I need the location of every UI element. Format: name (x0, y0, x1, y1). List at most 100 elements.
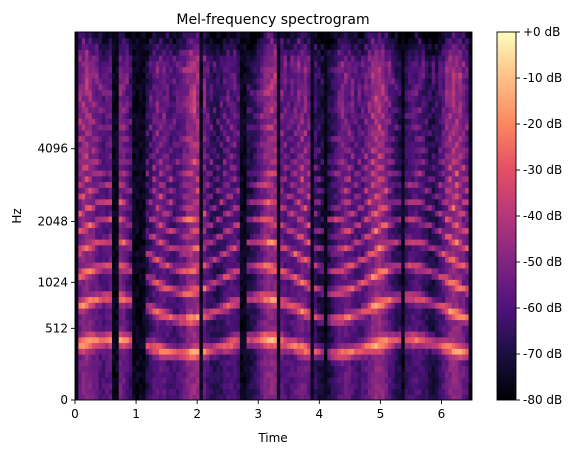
heat-cell-1513 (152, 158, 157, 165)
heat-cell-3371 (249, 147, 254, 154)
heat-cell-787 (115, 285, 120, 292)
heat-cell-169 (81, 158, 86, 165)
heat-cell-205 (85, 319, 90, 326)
heat-cell-2875 (223, 55, 227, 62)
heat-cell-4537 (310, 66, 315, 73)
heat-cell-2457 (202, 250, 207, 257)
heat-cell-2681 (212, 66, 217, 73)
heat-cell-323 (91, 377, 96, 384)
heat-cell-3220 (243, 279, 248, 286)
heat-cell-2720 (216, 210, 221, 217)
heat-cell-3747 (270, 193, 275, 200)
heat-cell-4578 (313, 198, 318, 206)
heat-cell-3276 (246, 325, 251, 332)
heat-cell-2881 (226, 388, 231, 395)
heat-cell-4732 (320, 49, 325, 56)
heat-cell-809 (115, 158, 120, 165)
heat-cell-1735 (165, 354, 170, 361)
heat-cell-159 (81, 216, 86, 223)
heat-cell-752 (112, 118, 116, 125)
heat-cell-1847 (169, 78, 174, 85)
heat-cell-927 (122, 216, 127, 223)
heat-cell-1148 (132, 49, 137, 56)
heat-cell-1007 (125, 124, 130, 131)
heat-cell-2898 (226, 290, 231, 298)
heat-cell-1524 (152, 95, 157, 102)
heat-cell-2229 (189, 89, 194, 96)
heat-cell-230 (85, 175, 90, 183)
heat-cell-4722 (320, 106, 325, 114)
heat-cell-167 (81, 170, 86, 177)
heat-cell-631 (105, 78, 110, 85)
heat-cell-836 (118, 371, 123, 378)
heat-cell-3288 (246, 256, 251, 263)
heat-cell-2722 (216, 198, 221, 206)
heat-cell-600 (105, 256, 110, 263)
heat-cell-3921 (280, 296, 285, 303)
heat-cell-3874 (276, 198, 281, 206)
heat-cell-605 (105, 227, 110, 234)
heat-cell-3184 (239, 118, 244, 125)
heat-cell-624 (105, 118, 110, 125)
heat-cell-2186 (189, 336, 194, 344)
heat-cell-2789 (219, 181, 224, 188)
heat-cell-2362 (196, 60, 201, 68)
heat-cell-1753 (165, 250, 170, 257)
heat-cell-1063 (128, 170, 133, 177)
heat-cell-2609 (209, 112, 214, 119)
heat-cell-4234 (297, 336, 302, 344)
heat-cell-4470 (307, 83, 312, 91)
heat-cell-3130 (236, 60, 241, 68)
heat-cell-3944 (280, 164, 285, 171)
heat-cell-2507 (206, 331, 211, 338)
heat-cell-826 (115, 60, 120, 68)
heat-cell-1822 (169, 221, 174, 229)
heat-cell-855 (118, 262, 123, 269)
heat-cell-1946 (175, 244, 180, 252)
heat-cell-1689 (162, 250, 167, 257)
heat-cell-1329 (142, 112, 147, 119)
heat-cell-4245 (297, 273, 302, 280)
heat-cell-3684 (266, 187, 271, 194)
heat-cell-3929 (280, 250, 285, 257)
heat-cell-565 (101, 89, 106, 96)
heat-cell-2407 (199, 170, 204, 177)
heat-cell-844 (118, 325, 123, 332)
heat-cell-163 (81, 193, 86, 200)
heat-cell-2604 (209, 141, 214, 148)
heat-cell-2861 (223, 135, 227, 142)
heat-cell-1928 (175, 348, 180, 355)
heat-cell-1630 (159, 221, 164, 229)
heat-cell-3943 (280, 170, 285, 177)
heat-cell-3513 (256, 66, 261, 73)
heat-cell-2206 (189, 221, 194, 229)
heat-cell-1885 (172, 227, 177, 234)
heat-cell-270 (88, 313, 93, 321)
heat-cell-1089 (132, 388, 137, 395)
heat-cell-4407 (303, 78, 308, 85)
heat-cell-3010 (233, 382, 238, 390)
heat-cell-3161 (239, 250, 244, 257)
heat-cell-3238 (243, 175, 248, 183)
heat-cell-3434 (253, 152, 258, 160)
heat-cell-563 (101, 101, 106, 108)
heat-cell-954 (122, 60, 127, 68)
heat-cell-2710 (216, 267, 221, 275)
heat-cell-4326 (300, 175, 305, 183)
heat-cell-3183 (239, 124, 244, 131)
heat-cell-750 (112, 129, 116, 137)
heat-cell-1173 (135, 273, 140, 280)
heat-cell-2731 (216, 147, 221, 154)
heat-cell-3615 (263, 216, 268, 223)
heat-cell-3956 (280, 95, 285, 102)
heat-cell-4809 (327, 342, 332, 349)
heat-cell-429 (95, 135, 100, 142)
heat-cell-3804 (273, 233, 278, 240)
heat-cell-4128 (290, 210, 295, 217)
heat-cell-4474 (307, 60, 312, 68)
heat-cell-4204 (293, 141, 298, 148)
heat-cell-1581 (155, 135, 160, 142)
heat-cell-4546 (313, 382, 318, 390)
heat-cell-4488 (310, 348, 315, 355)
heat-cell-4590 (313, 129, 318, 137)
